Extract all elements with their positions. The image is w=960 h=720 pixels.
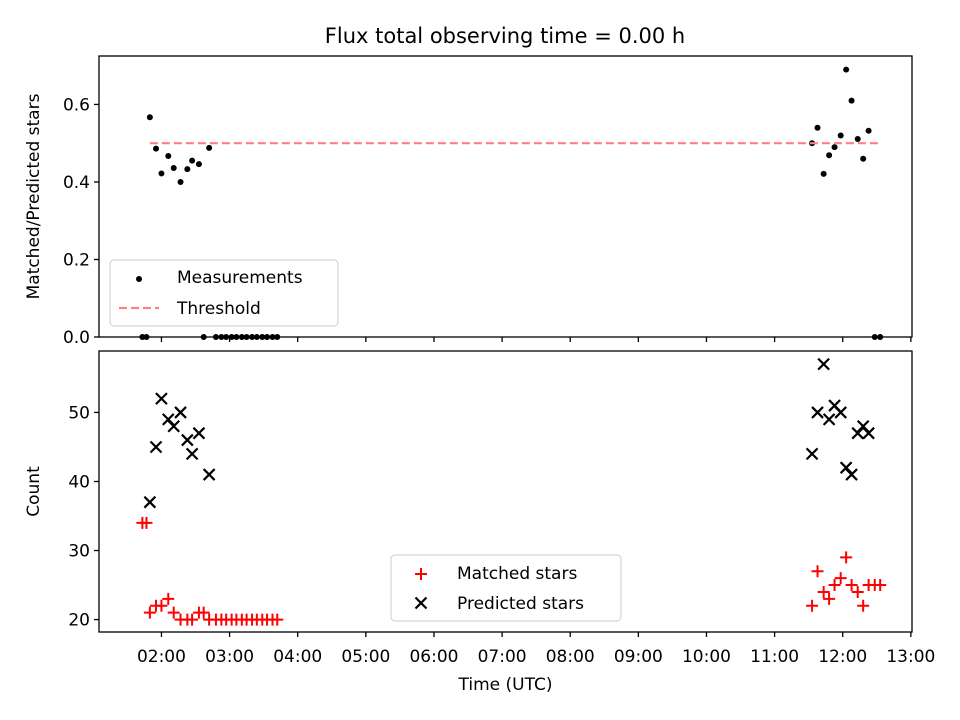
predicted-star-point: [834, 406, 847, 419]
x-axis-label: Time (UTC): [458, 675, 553, 695]
legend: Measurements Threshold: [109, 259, 339, 327]
matched-star-point: [857, 599, 870, 612]
panel-1: 0.0 0.2 0.4 0.6 Matched/Predicted stars Measu…: [24, 55, 913, 348]
matched-star-point: [143, 606, 156, 619]
measurement-point: [843, 66, 850, 73]
measurement-point: [860, 155, 867, 162]
matched-star-point: [851, 585, 864, 598]
predicted-star-point: [192, 426, 206, 440]
x-tick-label: 05:00: [341, 647, 390, 667]
axes-frame: [98, 350, 913, 633]
measurement-point: [195, 161, 202, 168]
predicted-star-point: [822, 413, 836, 426]
measurement-point: [814, 124, 821, 131]
matched-star-point: [162, 592, 175, 605]
predicted-star-point: [167, 419, 180, 433]
y-tick-label: 0.6: [63, 95, 90, 115]
x-tick-label: 09:00: [614, 647, 663, 667]
series-measurements: [139, 66, 884, 340]
measurement-point: [153, 145, 160, 152]
y-tick-label: 20: [68, 611, 90, 631]
matched-star-point: [823, 592, 836, 605]
measurement-point: [177, 178, 184, 185]
matched-star-point: [845, 579, 858, 592]
legend-predicted-marker: [414, 596, 428, 610]
x-tick-label: 03:00: [205, 647, 254, 667]
x-tick-label: 13:00: [886, 647, 935, 667]
legend-box: [109, 259, 339, 327]
measurement-point: [837, 132, 844, 139]
legend-measurements-label: Measurements: [177, 268, 303, 288]
x-tick-label: 04:00: [273, 647, 322, 667]
y-tick-label: 0.0: [63, 328, 90, 348]
x-tick-label: 02:00: [137, 647, 186, 667]
matched-star-point: [817, 585, 830, 598]
measurement-point: [189, 157, 196, 164]
legend-measurements-marker: [136, 276, 142, 282]
matched-star-point: [840, 551, 853, 564]
measurement-point: [826, 152, 833, 159]
predicted-star-point: [143, 495, 157, 509]
measurement-point: [848, 97, 855, 104]
predicted-star-point: [811, 406, 824, 419]
matched-star-point: [167, 606, 180, 619]
matched-star-point: [834, 572, 847, 585]
y-tick-label: 30: [68, 542, 90, 562]
measurement-point: [158, 170, 165, 177]
predicted-star-point: [845, 468, 858, 481]
measurement-point: [146, 114, 153, 121]
measurement-point: [865, 127, 872, 134]
x-tick-label: 07:00: [478, 647, 527, 667]
matched-star-point: [197, 606, 210, 619]
matched-star-point: [140, 516, 153, 529]
matched-star-point: [271, 613, 284, 626]
predicted-star-point: [155, 392, 168, 405]
y-tick-label: 40: [68, 472, 90, 492]
legend-box: [390, 554, 622, 622]
measurement-point: [184, 166, 191, 173]
y-axis-label: Matched/Predicted stars: [24, 93, 44, 299]
matched-star-point: [874, 579, 887, 592]
matched-star-point: [186, 613, 199, 626]
y-tick-label: 0.2: [63, 250, 90, 270]
predicted-star-point: [817, 357, 830, 371]
y-tick-label: 0.4: [63, 173, 90, 193]
measurement-point: [170, 165, 177, 172]
matched-star-point: [811, 565, 824, 578]
predicted-star-point: [181, 433, 194, 447]
x-tick-label: 12:00: [818, 647, 867, 667]
measurement-point: [831, 144, 838, 151]
legend-threshold-label: Threshold: [176, 299, 261, 319]
legend: Matched stars Predicted stars: [390, 554, 622, 622]
predicted-star-point: [805, 447, 819, 461]
matched-star-point: [806, 599, 819, 612]
x-tick-label: 08:00: [546, 647, 595, 667]
legend-matched-marker: [415, 568, 427, 580]
predicted-star-point: [149, 440, 163, 454]
panel-2: 20 30 40 50 02:00 03:00 04:00 05:00 06:00 07:00 08…: [24, 350, 935, 667]
predicted-star-point: [174, 406, 187, 419]
series-predicted-stars: [143, 357, 875, 509]
chart-title: Flux total observing time = 0.00 h: [325, 24, 685, 48]
axes-frame: [98, 55, 913, 338]
y-axis-label: Count: [24, 466, 44, 517]
x-tick-label: 11:00: [750, 647, 799, 667]
y-tick-label: 50: [68, 403, 90, 423]
chart-root: 0.0 0.2 0.4 0.6 Matched/Predicted stars Measu…: [24, 55, 935, 695]
predicted-star-point: [202, 468, 216, 481]
measurement-point: [854, 135, 861, 142]
legend-predicted-label: Predicted stars: [457, 594, 584, 614]
predicted-star-point: [862, 426, 875, 440]
measurement-point: [206, 144, 213, 151]
x-tick-label: 10:00: [682, 647, 731, 667]
matched-star-point: [828, 579, 841, 592]
x-tick-label: 06:00: [409, 647, 458, 667]
measurement-point: [165, 152, 172, 159]
legend-matched-label: Matched stars: [457, 564, 577, 584]
predicted-star-point: [185, 447, 199, 461]
series-matched-stars: [136, 516, 887, 626]
measurement-point: [820, 170, 827, 177]
matched-star-point: [155, 599, 168, 612]
